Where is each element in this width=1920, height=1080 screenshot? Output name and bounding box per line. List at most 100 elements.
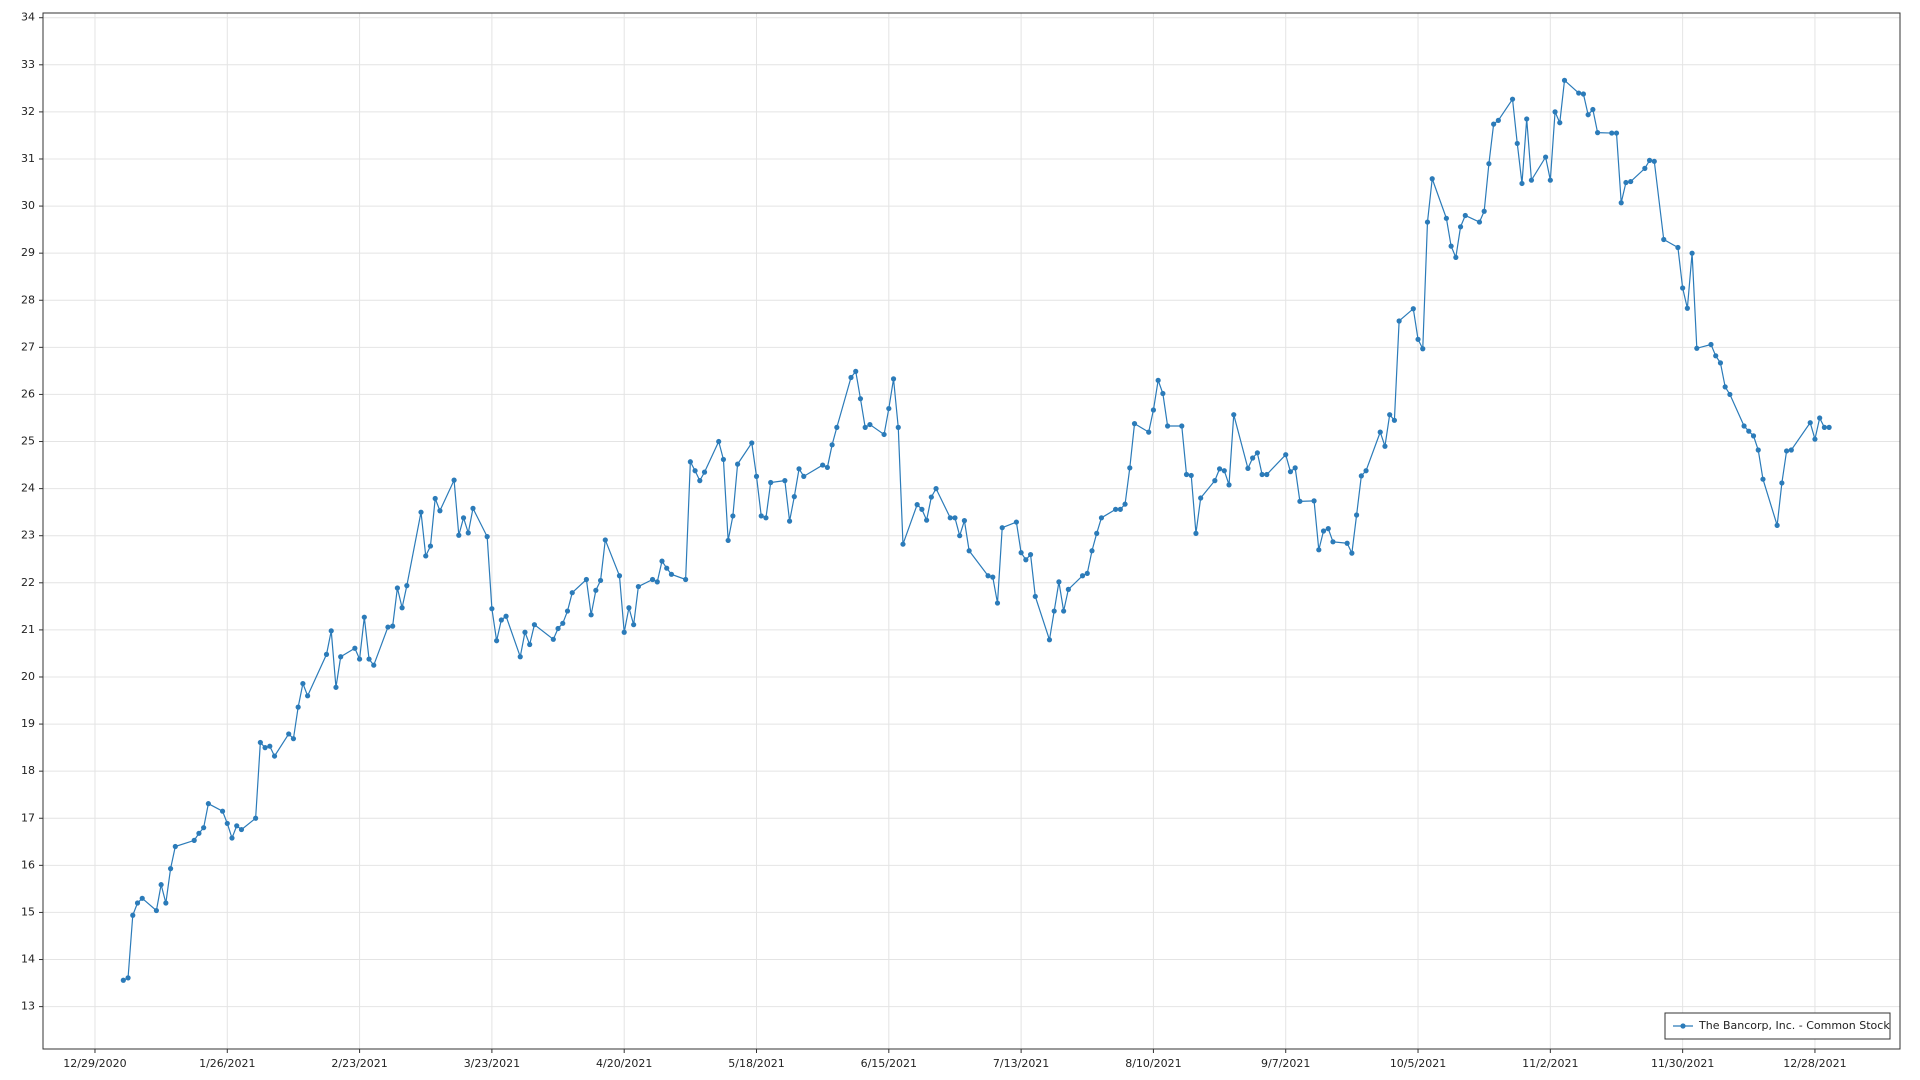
data-point xyxy=(361,614,367,620)
data-point xyxy=(1580,91,1587,97)
data-point xyxy=(1382,443,1388,449)
data-point xyxy=(1623,179,1629,186)
data-point xyxy=(238,826,245,833)
data-point xyxy=(1032,593,1038,600)
data-point xyxy=(857,396,864,402)
x-tick-label: 12/28/2021 xyxy=(1783,1057,1846,1070)
data-point xyxy=(1013,519,1019,525)
data-point xyxy=(1292,465,1298,471)
data-point xyxy=(295,704,301,710)
y-tick-label: 20 xyxy=(21,670,35,683)
data-point xyxy=(1410,306,1416,312)
data-point xyxy=(1675,244,1681,251)
data-point xyxy=(829,442,835,448)
data-point xyxy=(498,617,504,623)
data-point xyxy=(437,508,443,514)
data-point xyxy=(890,376,897,382)
data-point xyxy=(1188,472,1194,479)
data-point xyxy=(730,513,736,519)
data-point xyxy=(1027,551,1034,558)
data-point xyxy=(517,654,523,660)
legend: The Bancorp, Inc. - Common Stock xyxy=(1664,1012,1891,1040)
data-point xyxy=(758,513,764,519)
data-point xyxy=(1287,469,1294,475)
data-point xyxy=(716,438,722,445)
data-point xyxy=(999,525,1005,531)
data-point xyxy=(1325,526,1331,532)
data-point xyxy=(1807,420,1813,426)
y-tick-label: 23 xyxy=(21,529,35,542)
data-point xyxy=(786,518,793,524)
data-point xyxy=(1098,515,1105,521)
data-point xyxy=(371,662,377,668)
data-point xyxy=(1708,341,1714,348)
data-point xyxy=(1642,165,1648,171)
data-point xyxy=(985,573,991,579)
data-point xyxy=(1561,77,1568,83)
data-point xyxy=(1613,130,1620,136)
data-point xyxy=(961,518,968,524)
data-point xyxy=(1783,448,1790,454)
data-point xyxy=(1722,384,1728,390)
data-point xyxy=(957,533,963,539)
data-point xyxy=(654,579,660,585)
data-point xyxy=(1155,377,1161,383)
data-point xyxy=(338,654,344,660)
y-tick-label: 32 xyxy=(21,105,35,118)
data-point xyxy=(229,835,235,841)
data-point xyxy=(1046,637,1053,643)
plot-frame xyxy=(42,12,1901,1050)
data-point xyxy=(1628,178,1634,185)
y-tick-label: 18 xyxy=(21,764,35,777)
data-point xyxy=(191,837,197,843)
y-tick-label: 14 xyxy=(21,953,35,966)
data-point xyxy=(1717,360,1724,366)
data-point xyxy=(394,585,400,591)
data-point xyxy=(153,907,160,914)
data-point xyxy=(1576,90,1582,96)
x-tick-label: 10/5/2021 xyxy=(1390,1057,1446,1070)
data-point xyxy=(924,517,930,523)
data-point xyxy=(649,576,656,583)
data-point xyxy=(583,576,589,583)
data-point xyxy=(1316,547,1322,553)
x-tick-label: 12/29/2020 xyxy=(63,1057,126,1070)
data-point xyxy=(569,590,575,596)
data-point xyxy=(1713,353,1719,359)
data-point xyxy=(323,651,330,657)
data-point xyxy=(1684,305,1690,311)
data-point xyxy=(725,537,731,544)
data-point xyxy=(1457,224,1464,230)
data-point xyxy=(286,731,292,737)
data-point xyxy=(1424,219,1431,225)
data-point xyxy=(1594,130,1601,136)
data-point xyxy=(560,620,566,626)
data-point xyxy=(130,912,136,918)
data-point xyxy=(602,537,608,543)
data-point xyxy=(1164,423,1171,429)
data-point xyxy=(1689,250,1695,256)
data-point xyxy=(1254,450,1260,456)
data-point xyxy=(1330,539,1336,545)
data-point xyxy=(1462,212,1468,219)
data-point xyxy=(900,541,906,547)
data-point xyxy=(966,548,972,554)
data-point xyxy=(862,424,868,430)
data-point xyxy=(257,739,263,746)
data-point xyxy=(1609,130,1615,136)
data-point xyxy=(196,830,202,836)
data-point xyxy=(1198,495,1204,501)
data-point xyxy=(1727,391,1733,398)
data-point xyxy=(1212,478,1218,484)
y-tick-label: 13 xyxy=(21,1000,35,1013)
data-point xyxy=(172,843,178,850)
data-point xyxy=(683,576,689,583)
data-point xyxy=(791,494,797,500)
data-point xyxy=(267,743,273,749)
data-point xyxy=(635,583,641,590)
data-point xyxy=(451,477,457,483)
data-point xyxy=(1179,423,1185,429)
data-point xyxy=(886,405,892,412)
data-point xyxy=(801,473,807,479)
x-tick-label: 1/26/2021 xyxy=(199,1057,255,1070)
